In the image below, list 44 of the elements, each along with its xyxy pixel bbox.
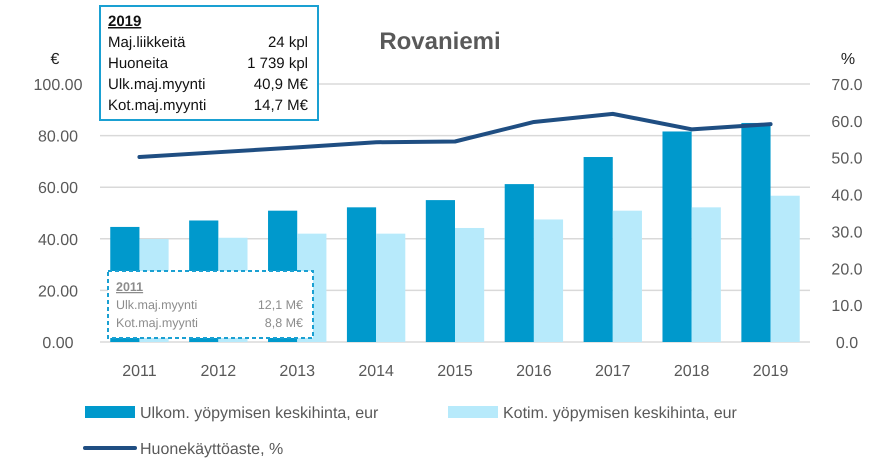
y-axis-title: € xyxy=(50,51,60,68)
legend-label: Huonekäyttöaste, % xyxy=(140,441,284,458)
x-tick-label: 2015 xyxy=(437,363,473,380)
line-series xyxy=(137,112,773,159)
bar xyxy=(534,219,564,342)
y2-tick-label: 40.0 xyxy=(831,188,863,205)
bar xyxy=(504,184,534,342)
x-tick-label: 2011 xyxy=(122,363,157,380)
chart-title: Rovaniemi xyxy=(379,28,501,55)
bar xyxy=(741,122,771,342)
x-tick-label: 2012 xyxy=(200,363,236,380)
legend-label: Ulkom. yöpymisen keskihinta, eur xyxy=(140,405,379,422)
info-box: 2011 Ulk.maj.myynti 12,1 M€ Kot.maj.myynti 8,8 M€ xyxy=(107,270,314,339)
y2-tick-label: 30.0 xyxy=(831,224,863,242)
y2-axis-title: % xyxy=(840,51,856,68)
bar xyxy=(692,207,721,342)
y2-tick-label: 10.0 xyxy=(831,298,863,316)
info-box: 2019 Maj.liikkeitä 24 kpl Huoneita 1 739 kpl Ulk.maj.myynti 40,9 M€ Kot.maj.myynti 14,7 M€ xyxy=(99,5,319,121)
bar xyxy=(662,131,692,342)
y-tick-label: 40.00 xyxy=(38,232,78,249)
y2-tick-label: 0.0 xyxy=(836,335,858,352)
legend-label: Kotim. yöpymisen keskihinta, eur xyxy=(503,405,738,422)
x-tick-label: 2014 xyxy=(358,363,394,380)
y2-tick-label: 60.0 xyxy=(831,114,863,131)
y2-tick-label: 20.0 xyxy=(831,261,863,278)
x-tick-label: 2017 xyxy=(594,363,631,380)
y-tick-label: 20.00 xyxy=(38,283,78,300)
x-tick-label: 2013 xyxy=(279,363,316,380)
y-tick-label: 60.00 xyxy=(38,180,78,198)
x-tick-label: 2018 xyxy=(674,363,710,380)
y2-tick-label: 70.0 xyxy=(831,77,863,94)
x-tick-label: 2016 xyxy=(516,363,552,380)
bar xyxy=(346,207,376,342)
bar xyxy=(426,200,455,342)
bar xyxy=(455,228,484,342)
bar xyxy=(376,234,406,342)
bar xyxy=(612,210,642,342)
x-tick-label: 2019 xyxy=(752,363,788,380)
y2-tick-label: 50.0 xyxy=(831,150,863,168)
bar xyxy=(770,196,800,342)
y-tick-label: 100.00 xyxy=(34,77,83,94)
y-tick-label: 80.00 xyxy=(38,128,78,146)
y-tick-label: 0.00 xyxy=(42,335,74,352)
bar xyxy=(584,157,613,342)
